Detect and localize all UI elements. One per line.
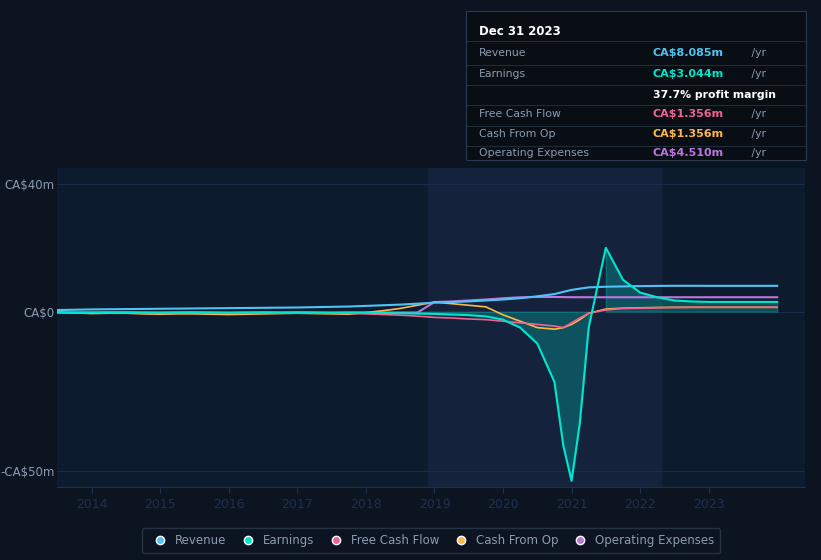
Legend: Revenue, Earnings, Free Cash Flow, Cash From Op, Operating Expenses: Revenue, Earnings, Free Cash Flow, Cash … (142, 528, 720, 553)
Text: /yr: /yr (748, 49, 766, 58)
Text: CA$4.510m: CA$4.510m (653, 148, 724, 158)
Text: CA$8.085m: CA$8.085m (653, 49, 724, 58)
Text: Cash From Op: Cash From Op (479, 129, 556, 139)
Text: CA$1.356m: CA$1.356m (653, 129, 724, 139)
FancyBboxPatch shape (466, 11, 806, 160)
Text: Earnings: Earnings (479, 69, 526, 80)
Text: /yr: /yr (748, 109, 766, 119)
Text: Operating Expenses: Operating Expenses (479, 148, 589, 158)
Text: Revenue: Revenue (479, 49, 526, 58)
Text: CA$3.044m: CA$3.044m (653, 69, 724, 80)
Text: 37.7% profit margin: 37.7% profit margin (653, 90, 776, 100)
Text: CA$1.356m: CA$1.356m (653, 109, 724, 119)
Bar (428, 168, 661, 487)
Text: Dec 31 2023: Dec 31 2023 (479, 25, 561, 38)
Text: /yr: /yr (748, 69, 766, 80)
Text: /yr: /yr (748, 129, 766, 139)
Text: Free Cash Flow: Free Cash Flow (479, 109, 561, 119)
Text: /yr: /yr (748, 148, 766, 158)
